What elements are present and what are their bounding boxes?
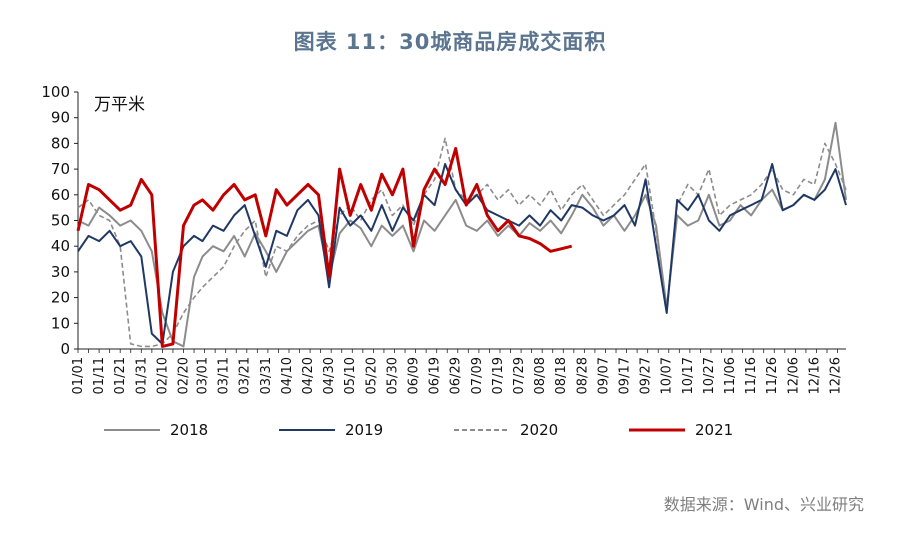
y-tick-label: 80 (51, 134, 70, 152)
y-tick-label: 10 (51, 314, 70, 332)
series-line-2019 (77, 163, 847, 345)
x-tick-label: 03/31 (259, 357, 274, 394)
x-tick-label: 01/21 (113, 357, 128, 394)
legend-label-2020: 2020 (520, 421, 558, 439)
series-line-2021 (76, 147, 573, 348)
x-tick-label: 03/01 (195, 357, 210, 394)
x-tick-label: 06/09 (406, 357, 421, 394)
x-tick-label: 02/10 (155, 357, 170, 394)
unit-label: 万平米 (94, 95, 145, 115)
x-tick-label: 12/16 (807, 357, 822, 394)
y-tick-label: 20 (51, 289, 70, 307)
x-tick-label: 09/17 (617, 357, 632, 394)
x-tick-label: 11/06 (723, 357, 738, 394)
x-tick-label: 06/29 (449, 357, 464, 394)
y-tick-label: 60 (51, 186, 70, 204)
x-tick-label: 01/01 (71, 357, 86, 394)
x-tick-label: 12/06 (786, 357, 801, 394)
x-tick-label: 08/18 (554, 357, 569, 394)
y-tick-label: 50 (51, 212, 70, 230)
legend: 2018 2019 2020 2021 (104, 421, 733, 439)
x-tick-label: 08/28 (575, 357, 590, 394)
x-tick-label: 09/27 (639, 357, 654, 394)
x-tick-label: 10/17 (681, 357, 696, 394)
series-line-2018 (77, 121, 847, 348)
x-tick-label: 10/27 (702, 357, 717, 394)
source-note: 数据来源：Wind、兴业研究 (663, 495, 864, 514)
x-tick-label: 05/20 (364, 357, 379, 394)
x-tick-label: 08/08 (533, 357, 548, 394)
x-tick-label: 01/11 (92, 357, 107, 394)
y-axis: 0 10 20 30 40 50 60 70 80 90 100 (41, 83, 79, 358)
x-tick-label: 03/11 (217, 357, 232, 394)
x-tick-label: 02/20 (176, 357, 191, 394)
legend-label-2018: 2018 (170, 421, 208, 439)
x-tick-label: 05/30 (385, 357, 400, 394)
x-tick-label: 11/16 (744, 357, 759, 394)
x-tick-label: 05/10 (343, 357, 358, 394)
y-tick-label: 70 (51, 160, 70, 178)
chart-title: 图表 11：30城商品房成交面积 (293, 30, 607, 54)
series-line-2020 (77, 137, 847, 348)
y-tick-label: 30 (51, 263, 70, 281)
x-tick-label: 11/26 (765, 357, 780, 394)
x-tick-label: 07/29 (512, 357, 527, 394)
y-tick-label: 100 (41, 83, 70, 101)
x-tick-label: 04/10 (280, 357, 295, 394)
y-tick-label: 0 (60, 340, 70, 358)
series-layer (76, 121, 847, 348)
x-tick-label: 10/07 (660, 357, 675, 394)
x-axis: 01/01 01/11 01/21 01/31 02/10 02/20 03/01 03/11… (71, 348, 846, 394)
y-tick-label: 40 (51, 237, 70, 255)
x-tick-label: 07/19 (491, 357, 506, 394)
legend-label-2019: 2019 (345, 421, 383, 439)
x-tick-label: 09/07 (596, 357, 611, 394)
x-tick-label: 04/20 (301, 357, 316, 394)
x-tick-label: 06/19 (428, 357, 443, 394)
x-tick-label: 12/26 (828, 357, 843, 394)
legend-label-2021: 2021 (695, 421, 733, 439)
x-tick-label: 07/09 (470, 357, 485, 394)
x-tick-label: 03/21 (238, 357, 253, 394)
x-tick-label: 04/30 (322, 357, 337, 394)
y-tick-label: 90 (51, 109, 70, 127)
x-tick-label: 01/31 (134, 357, 149, 394)
